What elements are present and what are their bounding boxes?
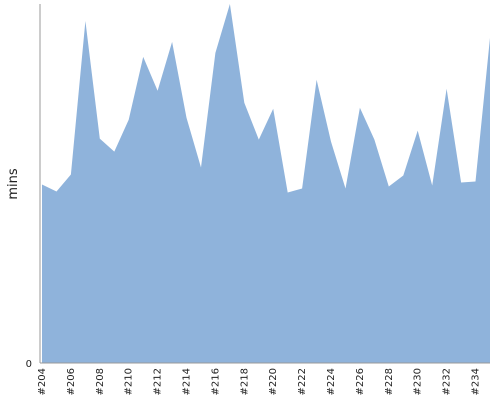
- x-tick-labels: #204 #206 #208 #210 #212 #214 #216 #218 #220 #222…: [37, 368, 482, 395]
- x-tick-label: #226: [355, 368, 366, 395]
- x-tick-label: #234: [471, 368, 482, 395]
- x-tick-label: #214: [182, 368, 193, 395]
- x-tick-label: #210: [124, 368, 135, 395]
- x-tick-label: #220: [268, 368, 279, 395]
- area-series-layer: [42, 4, 490, 363]
- x-tick-label: #206: [66, 368, 77, 395]
- x-tick-label: #232: [442, 368, 453, 395]
- x-tick-label: #228: [384, 368, 395, 395]
- y-tick-label: 0: [26, 359, 32, 370]
- x-tick-label: #204: [37, 368, 48, 395]
- y-axis-title: mins: [6, 168, 21, 200]
- x-tick-label: #212: [153, 368, 164, 395]
- x-tick-label: #222: [297, 368, 308, 395]
- x-tick-label: #216: [210, 368, 221, 395]
- y-tick-labels: 0: [26, 359, 32, 370]
- x-tick-label: #208: [95, 368, 106, 395]
- area-series-0: [42, 4, 490, 363]
- x-tick-label: #224: [326, 368, 337, 395]
- x-tick-label: #230: [413, 368, 424, 395]
- x-tick-label: #218: [239, 368, 250, 395]
